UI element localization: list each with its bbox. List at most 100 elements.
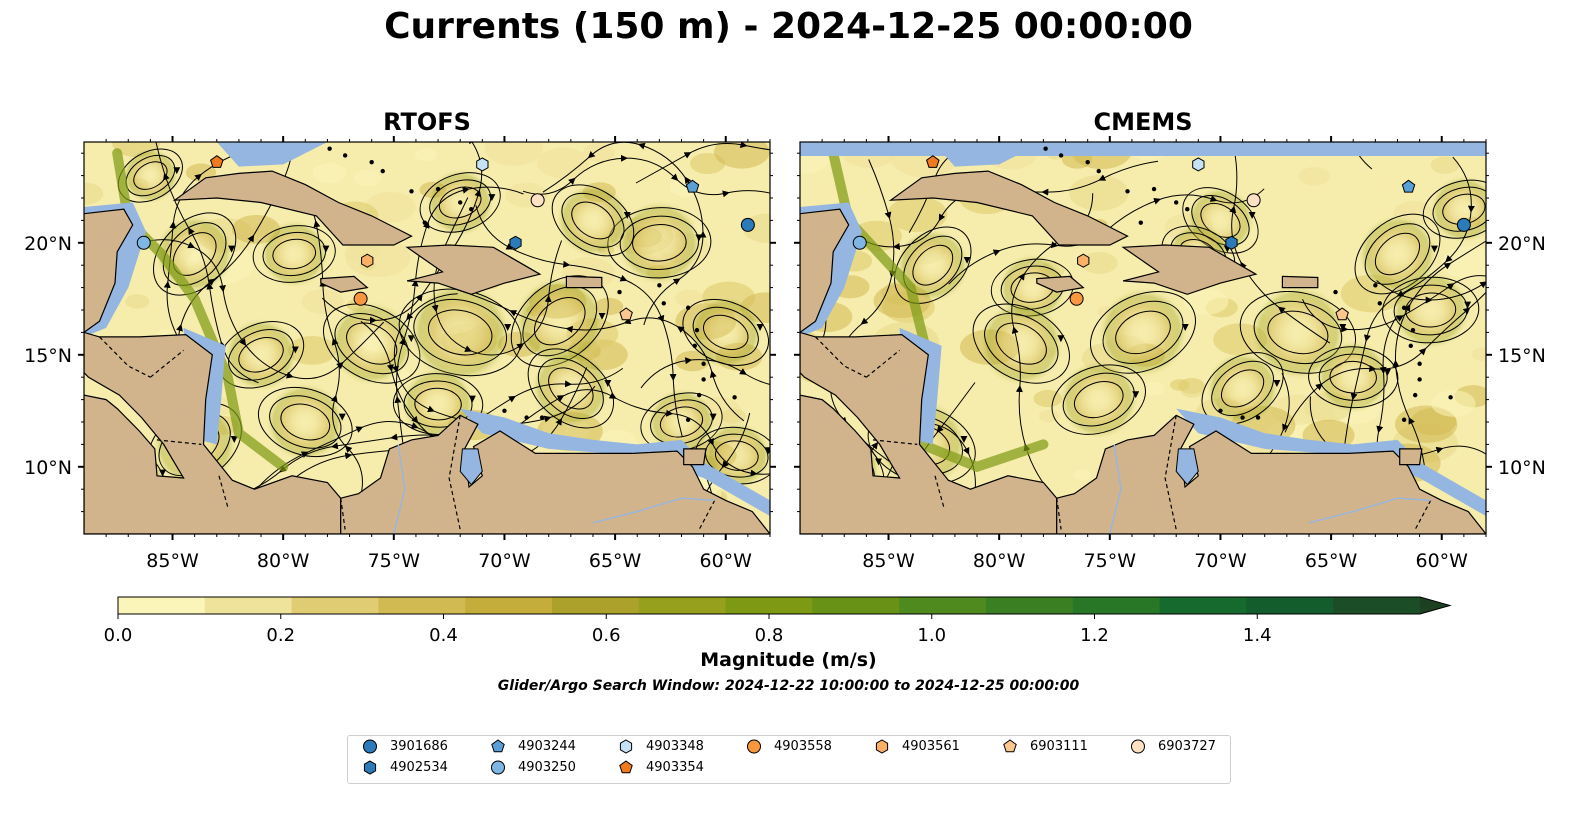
island — [380, 168, 385, 174]
float-marker-4903250 — [852, 235, 867, 250]
island — [327, 146, 332, 151]
land-hispaniola — [405, 244, 542, 295]
eddy — [1316, 340, 1391, 415]
colorbar-segment — [1246, 597, 1334, 614]
streamline — [1211, 360, 1274, 417]
streamline — [1229, 142, 1331, 344]
float-marker-4903354 — [210, 155, 224, 168]
island — [1373, 283, 1378, 288]
island — [1255, 415, 1261, 420]
land-cuba — [172, 170, 413, 246]
circle-icon — [491, 760, 505, 775]
country-border — [448, 415, 461, 530]
legend-item-label: 4903244 — [518, 738, 576, 754]
island — [692, 343, 697, 349]
lon-tick-label: 70°W — [478, 550, 531, 572]
lat-tick-label: 20°N — [1498, 233, 1546, 255]
land-trinidad — [1399, 448, 1423, 466]
float-marker-4902534 — [1225, 235, 1238, 250]
colorbar-tick-label: 0.4 — [429, 625, 458, 646]
streamline — [1102, 300, 1184, 364]
lat-tick-label: 15°N — [1498, 345, 1546, 367]
circle-icon — [747, 739, 761, 754]
eddy — [259, 219, 329, 289]
streamline — [542, 142, 707, 326]
search-window-text: Glider/Argo Search Window: 2024-12-22 10… — [497, 678, 1080, 694]
streamline — [1201, 352, 1284, 425]
float-marker-4903354 — [926, 155, 940, 168]
lon-tick-label: 80°W — [257, 550, 310, 572]
lake — [459, 448, 483, 486]
colorbar-label: Magnitude (m/s) — [700, 649, 877, 671]
lat-tick-label: 20°N — [24, 233, 72, 255]
legend-item-4903354: 4903354 — [618, 759, 704, 775]
colorbar-segment — [1333, 597, 1421, 614]
colorbar-tick-label: 1.4 — [1243, 625, 1272, 646]
streamline — [640, 357, 770, 392]
float-marker-4903348 — [1192, 157, 1205, 172]
island — [1085, 159, 1090, 165]
figure-title: Currents (150 m) - 2024-12-25 00:00:00 — [384, 6, 1193, 47]
colorbar-tick-label: 1.2 — [1080, 625, 1109, 646]
circle-icon — [363, 739, 377, 754]
float-marker-6903111 — [1335, 307, 1349, 321]
land-puertorico — [565, 275, 603, 289]
river — [1109, 444, 1122, 534]
streamline — [1073, 381, 1124, 419]
land-central — [800, 331, 1058, 534]
colorbar-tick-label: 0.0 — [104, 625, 133, 646]
colorbar-segment — [725, 597, 813, 614]
colorbar-segment — [378, 597, 466, 614]
island — [539, 415, 545, 420]
circle-icon — [1131, 739, 1145, 754]
lake — [1175, 448, 1199, 486]
colorbar-segment — [812, 597, 900, 614]
lon-tick-label: 75°W — [1084, 550, 1137, 572]
lon-tick-label: 85°W — [146, 550, 199, 572]
lon-tick-label: 85°W — [862, 550, 915, 572]
island — [685, 305, 691, 310]
country-border — [872, 439, 918, 445]
colorbar-segment — [899, 597, 987, 614]
colorbar-segment — [465, 597, 553, 614]
float-marker-3901686 — [1456, 217, 1471, 232]
island — [617, 289, 622, 295]
river — [592, 497, 715, 524]
shelf-region — [1176, 408, 1486, 517]
country-border — [698, 500, 716, 530]
island — [469, 207, 474, 212]
float-marker-6903727 — [530, 193, 545, 208]
country-border — [340, 498, 346, 530]
eddy — [408, 280, 512, 384]
legend-item-6903727: 6903727 — [1130, 738, 1216, 754]
island — [524, 415, 529, 420]
island — [696, 392, 702, 398]
country-border — [99, 336, 151, 378]
island — [1401, 305, 1407, 310]
hexagon-icon — [363, 760, 377, 775]
colorbar-tick-label: 1.0 — [917, 625, 946, 646]
island — [1412, 392, 1418, 398]
land-jamaica — [1036, 275, 1085, 293]
float-marker-4903348 — [476, 157, 489, 172]
island — [694, 327, 700, 333]
pentagon-icon — [1003, 739, 1017, 753]
lon-tick-label: 80°W — [973, 550, 1026, 572]
colorbar-segment — [986, 597, 1074, 614]
island — [661, 301, 666, 306]
island — [1448, 395, 1453, 400]
island — [422, 220, 427, 225]
island — [1417, 377, 1422, 382]
island — [1151, 186, 1157, 192]
shelf-region — [460, 408, 770, 517]
lat-tick-label: 10°N — [1498, 457, 1546, 479]
eddy — [1097, 286, 1189, 379]
legend-item-4903558: 4903558 — [746, 738, 832, 754]
island — [457, 200, 463, 205]
map-panel-cmems: 85°W 80°W 75°W 70°W 65°W 60°W 20°N 15°N 10°N — [794, 136, 1546, 572]
streamline — [1090, 291, 1196, 374]
country-border — [150, 349, 184, 378]
float-marker-4903558 — [1069, 291, 1084, 306]
country-border — [934, 475, 945, 508]
legend-item-label: 4903558 — [774, 738, 832, 754]
